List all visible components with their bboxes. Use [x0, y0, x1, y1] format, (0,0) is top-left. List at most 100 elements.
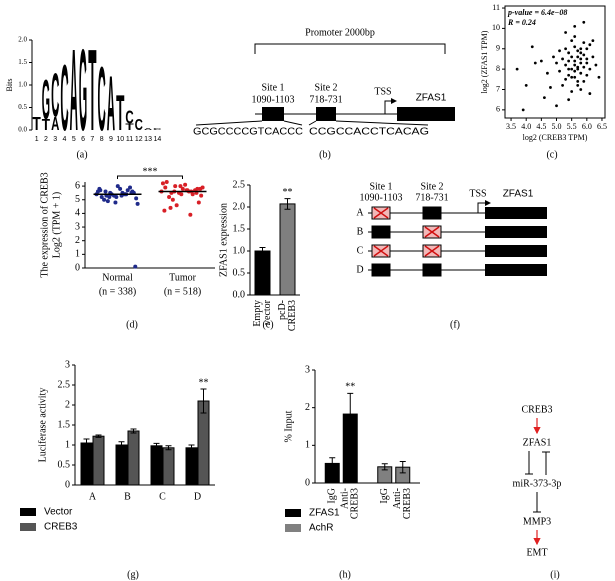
point [558, 69, 561, 73]
bar [279, 203, 296, 296]
annotation: p-value = 6.4e−08 [507, 8, 567, 17]
tss-arrow [384, 98, 397, 114]
tss-arrow [477, 200, 491, 213]
point [539, 59, 543, 63]
bar [162, 447, 175, 486]
y-axis-label: Log2 (TPM + 1) [51, 192, 62, 258]
row-label: C [357, 245, 364, 256]
x-tick-label: 6.5 [597, 122, 607, 131]
logo-letter: C [125, 106, 134, 127]
site-label: Site 1 [369, 181, 392, 192]
mutation-cross [373, 245, 389, 257]
x-tick-label: CREB3 [402, 488, 413, 519]
legend-label: ZFAS1 [309, 508, 340, 519]
zoom-line [335, 120, 429, 126]
x-tick-label: 3 [53, 136, 57, 143]
point [588, 92, 592, 95]
significance: ** [199, 377, 209, 388]
zoom-line [283, 120, 303, 126]
point [573, 75, 577, 79]
site-box [422, 206, 442, 220]
zoom-line [195, 120, 263, 126]
y-axis-label: Luciferase activity [37, 388, 48, 463]
point [582, 65, 586, 69]
bar [92, 435, 105, 486]
panel-label: (c) [546, 149, 557, 160]
gene-box [485, 207, 547, 219]
panel-label: (h) [339, 569, 351, 580]
point [576, 67, 580, 71]
y-tick-label: 0 [75, 262, 80, 273]
x-tick-label: vector [262, 299, 273, 325]
error-bar [118, 441, 125, 449]
y-tick-label: 2.5 [233, 179, 246, 190]
y-tick-label: 11 [492, 3, 500, 12]
x-tick-label: 13 [144, 136, 152, 143]
row-label: A [356, 207, 364, 218]
point [524, 84, 528, 87]
point [567, 98, 571, 102]
point [588, 67, 592, 71]
legend-swatch [20, 508, 36, 516]
y-tick-label: 3 [305, 364, 310, 375]
y-tick-label: 3 [65, 359, 70, 370]
point [573, 63, 577, 67]
y-tick-label: 2 [75, 235, 80, 246]
point [199, 193, 204, 198]
point [198, 186, 203, 191]
site-label: Site 1 [261, 82, 284, 93]
bar [185, 447, 198, 486]
point [579, 88, 583, 91]
x-tick-label: 10 [116, 136, 124, 143]
x-tick-label: B [124, 491, 131, 502]
error-bar [83, 438, 90, 448]
significance: ** [345, 382, 355, 393]
x-tick-label: 12 [135, 136, 143, 143]
logo-letter: T [88, 25, 96, 155]
y-tick-label: 1.5 [233, 223, 246, 234]
point [558, 49, 561, 53]
point [576, 65, 580, 69]
logo-letter: T [33, 113, 42, 134]
pathway-node: CREB3 [521, 404, 552, 415]
logo-letter: A [51, 113, 60, 134]
y-tick-label: 1 [305, 440, 310, 451]
logo-letter: C [60, 45, 68, 150]
error-bar [130, 428, 137, 434]
x-tick-label: CREB3 [350, 488, 361, 519]
x-tick-label: A [89, 491, 97, 502]
panel-label: (g) [127, 569, 139, 580]
gene-box [485, 245, 547, 257]
x-tick-label: 14 [153, 136, 161, 143]
point [594, 63, 598, 67]
y-tick-label: 1.0 [233, 245, 246, 256]
point [561, 84, 564, 87]
legend-swatch [285, 524, 301, 532]
bar [254, 250, 271, 296]
point [564, 77, 568, 81]
error-bar [95, 434, 102, 438]
point [128, 185, 133, 190]
point [579, 61, 583, 65]
point [585, 57, 589, 61]
point [97, 186, 102, 191]
promoter-title: Promoter 2000bp [305, 27, 375, 38]
site-range: 1090-1103 [360, 192, 403, 203]
mutation-cross [424, 245, 440, 257]
panel-label: (e) [262, 319, 273, 330]
site-box [316, 107, 336, 121]
point [190, 192, 195, 197]
y-tick-label: 0.0 [233, 289, 246, 300]
y-tick-label: 1 [65, 439, 70, 450]
site-label: Site 2 [420, 181, 443, 192]
point [585, 47, 589, 51]
y-tick-label: 2.5 [58, 379, 71, 390]
point [576, 55, 580, 59]
point [552, 55, 555, 59]
significance-bracket [117, 175, 183, 179]
logo-letter: A [144, 127, 155, 131]
point [118, 186, 123, 191]
point [133, 264, 138, 269]
point [588, 43, 592, 47]
x-tick-label: 2 [44, 136, 48, 143]
